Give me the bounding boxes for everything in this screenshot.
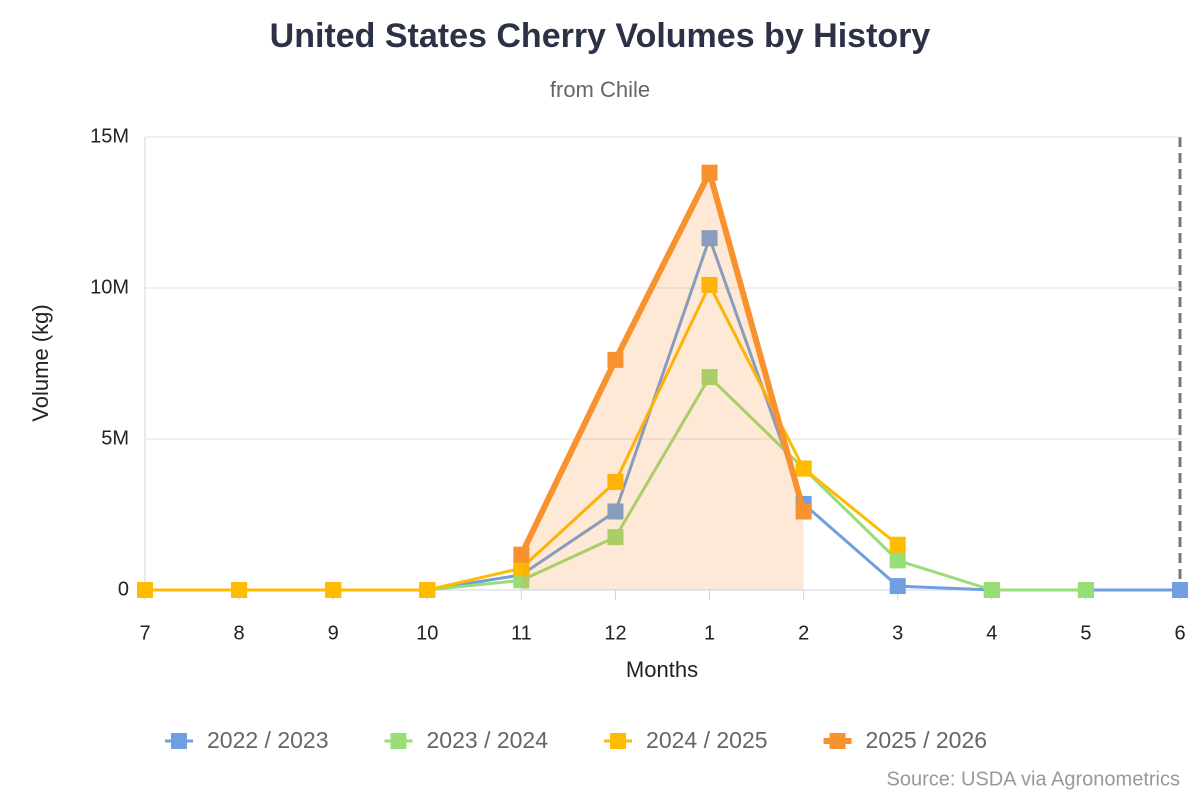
x-tick-label: 12 <box>604 622 626 644</box>
x-tick-label: 7 <box>139 622 150 644</box>
data-point <box>137 582 153 598</box>
y-tick-label: 5M <box>101 427 129 449</box>
legend-label[interactable]: 2025 / 2026 <box>866 727 988 753</box>
series-line <box>518 169 807 556</box>
source-note: Source: USDA via Agronometrics <box>887 768 1180 790</box>
x-tick-label: 6 <box>1174 622 1185 644</box>
data-point <box>607 473 624 490</box>
data-point <box>701 369 718 386</box>
data-point <box>325 582 342 598</box>
data-point <box>701 230 718 247</box>
data-point <box>607 503 624 520</box>
data-point <box>419 582 436 598</box>
data-point <box>983 582 1000 598</box>
data-point <box>889 552 906 569</box>
x-tick-label: 2 <box>798 622 809 644</box>
data-point <box>889 578 906 595</box>
legend-marker <box>390 733 407 749</box>
x-tick-label: 8 <box>234 622 245 644</box>
data-point <box>607 529 624 546</box>
legend-marker <box>171 733 187 749</box>
x-tick-label: 3 <box>892 622 903 644</box>
y-tick-label: 10M <box>90 276 129 298</box>
data-point <box>1172 582 1188 598</box>
data-point <box>607 351 624 368</box>
y-axis-label: Volume (kg) <box>28 304 53 421</box>
x-tick-label: 4 <box>986 622 997 644</box>
x-tick-label: 11 <box>511 622 532 644</box>
data-point <box>513 546 530 563</box>
x-tick-label: 9 <box>328 622 339 644</box>
data-point <box>513 572 530 589</box>
data-point <box>889 536 906 553</box>
data-point <box>701 164 718 181</box>
legend-marker <box>610 733 627 749</box>
y-tick-label: 0 <box>118 578 129 600</box>
x-axis-label: Months <box>626 657 698 682</box>
data-point <box>513 560 530 577</box>
data-point <box>795 503 812 520</box>
x-tick-label: 1 <box>704 622 715 644</box>
legend-marker <box>829 733 846 749</box>
chart-subtitle: from Chile <box>550 77 650 102</box>
x-tick-label: 5 <box>1080 622 1091 644</box>
legend-label[interactable]: 2023 / 2024 <box>427 727 549 753</box>
data-point <box>795 460 812 477</box>
data-point <box>231 582 248 598</box>
data-point <box>701 276 718 293</box>
data-point <box>1077 582 1094 598</box>
x-tick-label: 10 <box>416 622 438 644</box>
chart-title: United States Cherry Volumes by History <box>270 17 931 55</box>
legend-label[interactable]: 2024 / 2025 <box>646 727 768 753</box>
y-tick-label: 15M <box>90 125 129 147</box>
legend-label[interactable]: 2022 / 2023 <box>207 727 329 753</box>
series-area <box>521 172 804 591</box>
